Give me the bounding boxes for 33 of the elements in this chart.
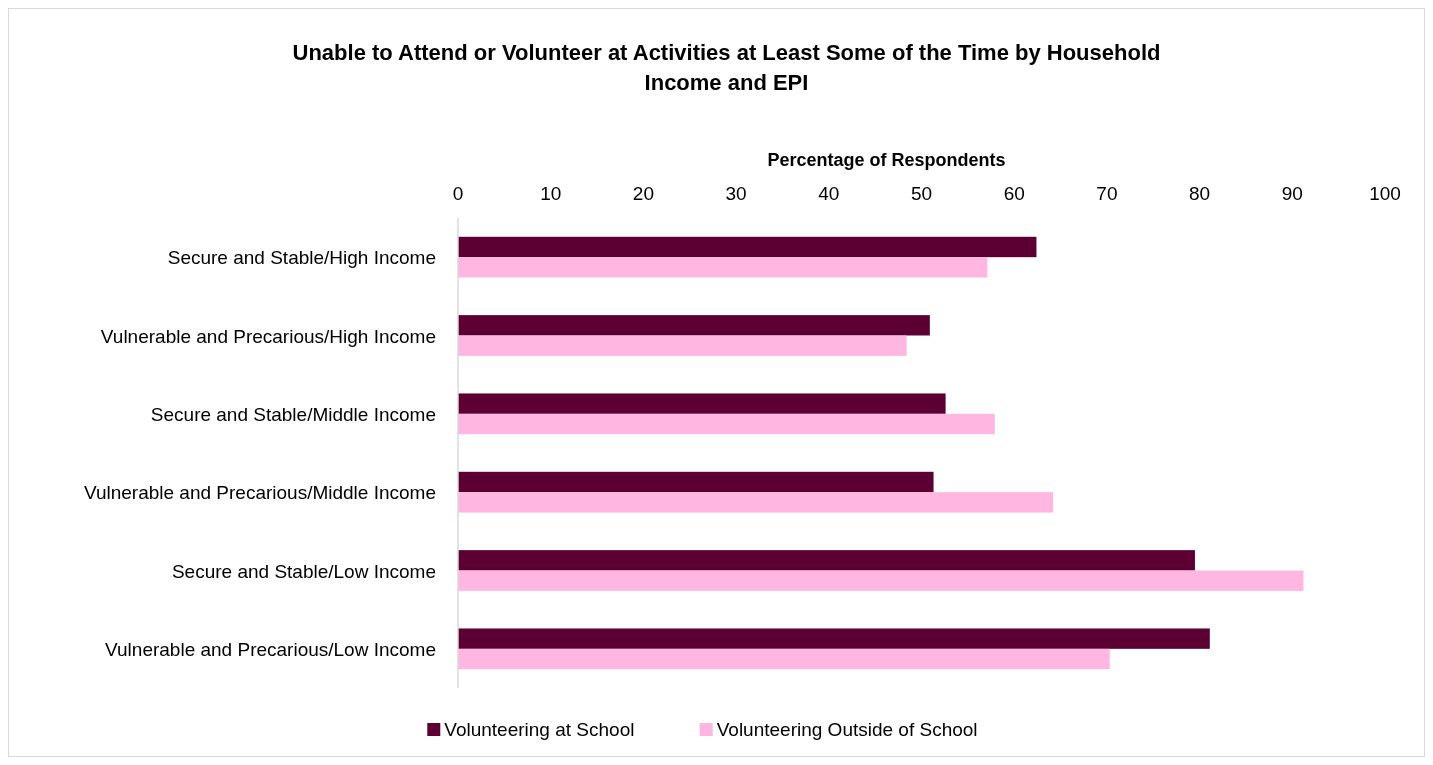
x-tick-label: 60 <box>1003 183 1025 204</box>
bar <box>458 413 995 435</box>
y-tick-label: Vulnerable and Precarious/Middle Income <box>83 482 436 504</box>
bar <box>458 471 934 493</box>
bar <box>458 393 946 414</box>
x-tick-label: 100 <box>1369 183 1401 204</box>
legend-label: Volunteering Outside of School <box>716 719 978 740</box>
bar <box>458 315 930 336</box>
bar <box>458 335 907 356</box>
x-tick-label: 30 <box>725 183 747 204</box>
bar <box>458 492 1054 513</box>
y-tick-label: Secure and Stable/Middle Income <box>150 403 436 425</box>
bar <box>458 628 1210 649</box>
x-tick-label: 20 <box>632 183 654 204</box>
chart-title: Unable to Attend or Volunteer at Activities at Least Some of the Time by Household Income and EPI <box>292 40 1161 95</box>
x-tick-label: 70 <box>1096 183 1118 204</box>
x-tick-label: 90 <box>1281 183 1303 204</box>
bar <box>458 648 1110 670</box>
y-tick-label: Vulnerable and Precarious/Low Income <box>105 638 436 660</box>
x-tick-label: 10 <box>540 183 562 204</box>
x-tick-label: 0 <box>452 183 464 204</box>
bar <box>458 236 1037 258</box>
y-tick-label: Secure and Stable/Low Income <box>171 560 436 582</box>
x-axis-title: Percentage of Respondents <box>767 150 1006 170</box>
x-tick-label: 50 <box>910 183 933 204</box>
x-tick-label: 40 <box>818 183 840 204</box>
y-tick-label: Secure and Stable/High Income <box>167 247 436 269</box>
y-tick-label: Vulnerable and Precarious/High Income <box>100 325 436 347</box>
bar <box>458 570 1304 591</box>
bar <box>458 550 1195 571</box>
legend-label: Volunteering at School <box>444 719 635 740</box>
x-tick-label: 80 <box>1189 183 1211 204</box>
bar <box>458 257 988 278</box>
